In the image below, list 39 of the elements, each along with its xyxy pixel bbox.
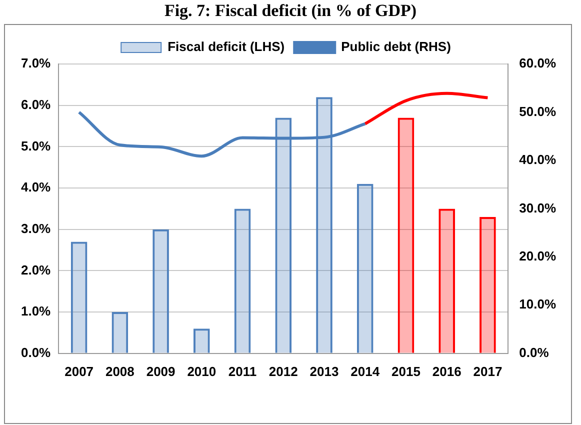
line-series	[364, 92, 490, 126]
y2-tick-label: 20.0%	[519, 248, 556, 264]
x-tick-label: 2015	[392, 364, 420, 379]
y2-tick-label: 40.0%	[519, 152, 556, 168]
y-tick-label: 5.0%	[20, 138, 52, 154]
y2-tick-label: 30.0%	[519, 200, 556, 216]
y-tick-label: 2.0%	[20, 262, 52, 278]
x-tick-label: 2010	[187, 364, 216, 379]
x-tick-label: 2014	[350, 364, 380, 379]
bar	[356, 184, 374, 353]
x-tick-label: 2012	[268, 364, 298, 379]
y-tick-label: 1.0%	[20, 304, 52, 319]
y-tick-label: 0.0%	[20, 344, 52, 360]
bar	[152, 229, 169, 353]
x-tick-label: 2017	[473, 364, 502, 379]
x-tick-label: 2013	[310, 364, 339, 379]
y2-tick-label: 60.0%	[519, 56, 556, 71]
y2-tick-label: 10.0%	[519, 296, 556, 312]
x-tick-label: 2016	[432, 364, 462, 379]
bar	[438, 208, 456, 353]
legend-label: Public debt (RHS)	[341, 39, 451, 54]
y-tick-label: 3.0%	[20, 220, 52, 236]
y-tick-label: 7.0%	[20, 56, 52, 71]
y2-tick-label: 50.0%	[519, 104, 556, 119]
bar	[480, 216, 496, 353]
bar	[398, 118, 414, 353]
y2-tick-label: 0.0%	[519, 344, 550, 360]
y-tick-label: 4.0%	[20, 180, 52, 195]
legend-label: Fiscal deficit (LHS)	[168, 39, 285, 54]
chart-title: Fig. 7: Fiscal deficit (in % of GDP)	[163, 0, 418, 22]
bar	[193, 328, 210, 353]
bar	[70, 242, 88, 353]
x-tick-label: 2007	[64, 364, 94, 379]
bar	[234, 208, 251, 353]
x-tick-label: 2008	[105, 364, 134, 379]
x-tick-label: 2009	[146, 364, 176, 379]
y-tick-label: 6.0%	[20, 96, 52, 112]
bar	[112, 312, 128, 353]
x-tick-label: 2011	[228, 364, 257, 379]
